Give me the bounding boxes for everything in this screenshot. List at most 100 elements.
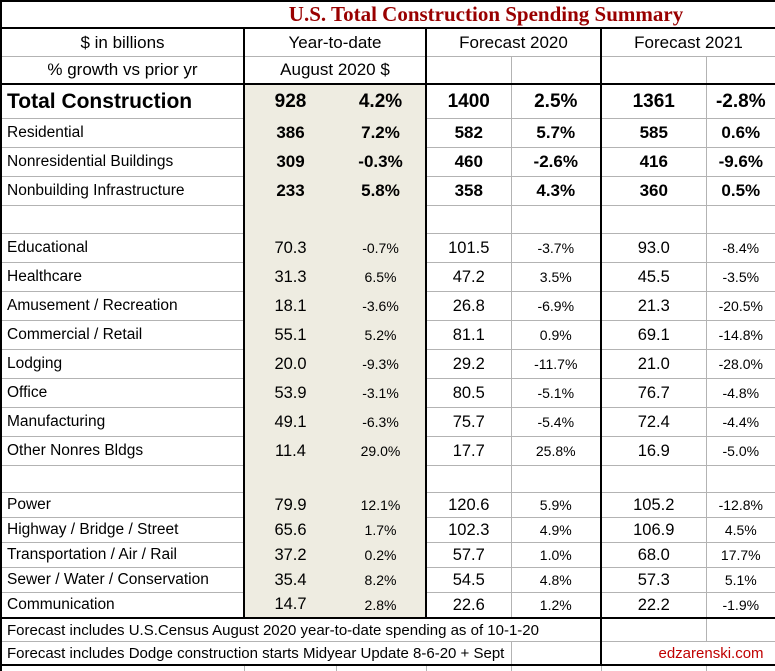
ytd-value: 49.1	[244, 407, 336, 437]
f2021-pct: -3.5%	[705, 262, 775, 292]
page-title: U.S. Total Construction Spending Summary	[1, 1, 775, 29]
ytd-pct: 6.5%	[336, 262, 427, 292]
f2021-pct: -5.0%	[705, 436, 775, 466]
empty-cell	[426, 465, 511, 493]
ytd-pct: 0.2%	[336, 542, 427, 568]
spacer-row	[1, 465, 775, 493]
row-label: Sewer / Water / Conservation	[1, 567, 245, 593]
header-ytd-label: Year-to-date	[244, 28, 427, 57]
ytd-value: 233	[244, 176, 336, 206]
f2021-value: 416	[601, 147, 706, 177]
empty-cell	[425, 665, 511, 671]
table-row: Office 53.9 -3.1% 80.5 -5.1% 76.7 -4.8%	[1, 378, 775, 408]
empty-cell	[510, 665, 601, 671]
empty-cell	[600, 665, 706, 671]
f2020-pct: -5.4%	[510, 407, 602, 437]
table-row: Transportation / Air / Rail 37.2 0.2% 57…	[1, 542, 775, 568]
row-label: Lodging	[1, 349, 245, 379]
f2021-pct: 4.5%	[705, 517, 775, 543]
f2021-pct: -28.0%	[705, 349, 775, 379]
ytd-pct: -0.7%	[336, 233, 427, 263]
f2021-value: 72.4	[601, 407, 706, 437]
ytd-value: 20.0	[244, 349, 336, 379]
f2020-pct: -5.1%	[510, 378, 602, 408]
table-row: Nonresidential Buildings 309 -0.3% 460 -…	[1, 147, 775, 177]
row-label: Highway / Bridge / Street	[1, 517, 245, 543]
f2021-value: 105.2	[601, 492, 706, 518]
f2021-value: 93.0	[601, 233, 706, 263]
empty-cell	[601, 465, 706, 493]
table-row-total: Total Construction 928 4.2% 1400 2.5% 13…	[1, 84, 775, 119]
f2020-value: 582	[426, 118, 511, 148]
f2020-value: 81.1	[426, 320, 511, 350]
table-row: Communication 14.7 2.8% 22.6 1.2% 22.2 -…	[1, 592, 775, 618]
f2020-value: 26.8	[426, 291, 511, 321]
row-label: Communication	[1, 592, 245, 618]
f2020-pct: 4.3%	[510, 176, 602, 206]
empty-cell	[705, 617, 775, 642]
ytd-pct: 4.2%	[336, 84, 427, 119]
ytd-pct: 29.0%	[336, 436, 427, 466]
empty-cell	[1, 205, 245, 234]
f2020-value: 101.5	[426, 233, 511, 263]
f2021-value: 360	[601, 176, 706, 206]
f2020-pct: 4.8%	[510, 567, 602, 593]
f2021-value: 57.3	[601, 567, 706, 593]
f2021-pct: -4.4%	[705, 407, 775, 437]
empty-cell	[243, 665, 336, 671]
ytd-value: 14.7	[244, 592, 336, 618]
header-empty-cell	[510, 56, 602, 85]
f2021-value: 1361	[632, 90, 675, 112]
f2020-value: 29.2	[426, 349, 511, 379]
header-empty-cell	[426, 56, 511, 85]
ytd-value: 309	[244, 147, 336, 177]
ytd-value: 55.1	[244, 320, 336, 350]
f2021-pct: -20.5%	[705, 291, 775, 321]
header-forecast-2021-label: Forecast 2021	[634, 32, 743, 52]
footer-row: Forecast includes Dodge construction sta…	[1, 641, 775, 666]
empty-cell	[336, 205, 427, 234]
ytd-value: 18.1	[244, 291, 336, 321]
ytd-value: 65.6	[244, 517, 336, 543]
ytd-pct: 8.2%	[336, 567, 427, 593]
f2020-pct: 25.8%	[510, 436, 602, 466]
row-label: Office	[1, 378, 245, 408]
empty-cell	[426, 205, 511, 234]
header-growth-label: % growth vs prior yr	[1, 56, 245, 85]
empty-cell	[705, 465, 775, 493]
f2020-value: 1400	[447, 90, 490, 112]
f2021-pct: -14.8%	[705, 320, 775, 350]
ytd-pct: 7.2%	[336, 118, 427, 148]
ytd-value: 70.3	[244, 233, 336, 263]
ytd-value: 79.9	[244, 492, 336, 518]
table-row: $ in billions Year-to-date Forecast 2020…	[1, 28, 775, 57]
f2020-pct: -11.7%	[510, 349, 602, 379]
empty-cell	[705, 665, 775, 671]
row-label: Amusement / Recreation	[1, 291, 245, 321]
f2021-value: 68.0	[601, 542, 706, 568]
empty-cell	[510, 205, 602, 234]
empty-cell	[244, 205, 336, 234]
ytd-value: 35.4	[244, 567, 336, 593]
f2020-value: 47.2	[426, 262, 511, 292]
f2020-value: 460	[426, 147, 511, 177]
f2020-value: 358	[426, 176, 511, 206]
f2020-pct: 2.5%	[510, 84, 602, 119]
table-row: Educational 70.3 -0.7% 101.5 -3.7% 93.0 …	[1, 233, 775, 263]
f2021-pct: -8.4%	[705, 233, 775, 263]
table-row: Power 79.9 12.1% 120.6 5.9% 105.2 -12.8%	[1, 492, 775, 518]
f2020-pct: 0.9%	[510, 320, 602, 350]
spacer-row	[1, 205, 775, 234]
ytd-pct: 12.1%	[336, 492, 427, 518]
f2020-pct: 3.5%	[510, 262, 602, 292]
ytd-value: 31.3	[244, 262, 336, 292]
f2021-value: 21.3	[601, 291, 706, 321]
footer-row: Forecast includes U.S.Census August 2020…	[1, 617, 775, 642]
f2020-pct: 5.7%	[510, 118, 602, 148]
row-label: Residential	[1, 118, 245, 148]
row-label: Educational	[1, 233, 245, 263]
table-row: Sewer / Water / Conservation 35.4 8.2% 5…	[1, 567, 775, 593]
header-empty-cell	[705, 56, 775, 85]
f2021-value: 22.2	[601, 592, 706, 618]
header-ytd-sublabel: August 2020 $	[244, 56, 427, 85]
